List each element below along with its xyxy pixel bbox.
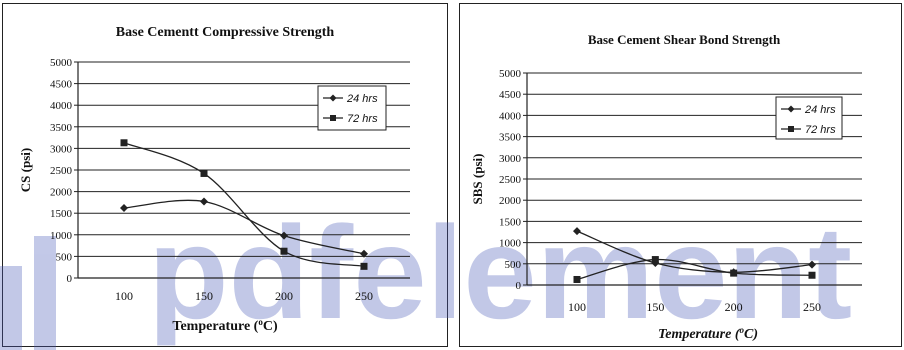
legend-marker-square xyxy=(330,115,336,121)
legend-label: 24 hrs xyxy=(346,93,378,105)
series-line-24hrs xyxy=(123,199,365,255)
data-point-square xyxy=(651,256,659,264)
y-tick-label: 4500 xyxy=(499,89,522,101)
data-point-diamond xyxy=(120,204,128,213)
y-tick-label: 4000 xyxy=(50,100,73,112)
y-tick-label: 2000 xyxy=(50,187,73,199)
x-tick-label: 150 xyxy=(195,289,213,303)
chart-shear-bond-strength: Base Cement Shear Bond Strength 0 500 1000 1… xyxy=(470,32,862,342)
x-axis-label-degree: o xyxy=(258,317,263,327)
data-point-diamond xyxy=(360,249,368,258)
x-axis-label-part: Temperature ( xyxy=(172,319,258,334)
y-tick-label: 500 xyxy=(56,251,73,263)
y-tick-label: 2000 xyxy=(499,195,522,207)
data-point-diamond xyxy=(573,227,581,236)
x-tick-label: 150 xyxy=(646,300,664,314)
y-tick-label: 1000 xyxy=(50,230,73,242)
y-tick-label: 3000 xyxy=(499,153,522,165)
y-tick-label: 3500 xyxy=(50,122,73,134)
data-point-square xyxy=(120,139,128,147)
x-tick-label: 200 xyxy=(725,300,743,314)
data-point-square xyxy=(200,169,208,177)
y-tick-label: 2500 xyxy=(499,174,522,186)
chart-compressive-strength: Base Cementt Compressive Strength 0 500 100… xyxy=(18,25,410,334)
y-tick-label: 0 xyxy=(67,273,73,285)
y-tick-label: 3500 xyxy=(499,132,522,144)
y-tick-label: 4500 xyxy=(50,79,73,91)
watermark-bar-1 xyxy=(0,266,22,350)
data-point-diamond xyxy=(280,231,288,240)
legend-label: 24 hrs xyxy=(804,104,836,116)
data-point-square xyxy=(808,271,816,279)
x-tick-label: 200 xyxy=(275,289,293,303)
data-point-square xyxy=(573,275,581,283)
y-tick-label: 0 xyxy=(516,280,522,292)
x-tick-label: 100 xyxy=(568,300,586,314)
data-point-square xyxy=(280,247,288,255)
legend-box xyxy=(775,96,843,140)
legend-box xyxy=(317,85,387,131)
y-tick-label: 5000 xyxy=(50,57,73,69)
legend-marker-square xyxy=(788,126,794,132)
x-axis-label-degree: o xyxy=(740,325,745,335)
chart-title: Base Cement Shear Bond Strength xyxy=(588,32,781,47)
y-tick-label: 1000 xyxy=(499,238,522,250)
y-tick-label: 2500 xyxy=(50,165,73,177)
legend-label: 72 hrs xyxy=(347,113,378,125)
x-axis-label-part: C) xyxy=(263,319,278,334)
data-point-diamond xyxy=(200,197,208,206)
x-tick-label: 250 xyxy=(803,300,821,314)
x-axis-label: Temperature (oC) xyxy=(172,317,278,334)
y-tick-label: 3000 xyxy=(50,143,73,155)
data-point-square xyxy=(730,269,738,277)
y-tick-label: 500 xyxy=(505,259,522,271)
x-axis-label-part: C) xyxy=(744,327,758,342)
x-tick-label: 250 xyxy=(355,289,373,303)
watermark-bar-2 xyxy=(34,236,56,350)
legend-label: 72 hrs xyxy=(805,124,836,136)
x-axis-label-part: Temperature ( xyxy=(658,327,741,342)
data-point-diamond xyxy=(808,260,816,269)
series-line-72hrs xyxy=(576,258,813,281)
y-axis-label: CS (psi) xyxy=(18,148,33,192)
series-line-72hrs xyxy=(123,142,365,267)
x-axis-label: Temperature (oC) xyxy=(658,325,758,342)
y-tick-label: 1500 xyxy=(50,208,73,220)
y-axis-label: SBS (psi) xyxy=(470,154,485,205)
legend-marker-diamond xyxy=(329,94,337,102)
chart-panel-shear-bond-strength xyxy=(459,3,902,347)
chart-panel-compressive-strength xyxy=(2,3,448,347)
series-line-24hrs xyxy=(576,230,813,273)
chart-title: Base Cementt Compressive Strength xyxy=(116,25,335,40)
y-tick-label: 4000 xyxy=(499,110,522,122)
x-tick-label: 100 xyxy=(115,289,133,303)
y-tick-label: 1500 xyxy=(499,216,522,228)
legend-marker-diamond xyxy=(787,105,795,113)
y-tick-label: 5000 xyxy=(499,68,522,80)
data-point-square xyxy=(360,262,368,270)
